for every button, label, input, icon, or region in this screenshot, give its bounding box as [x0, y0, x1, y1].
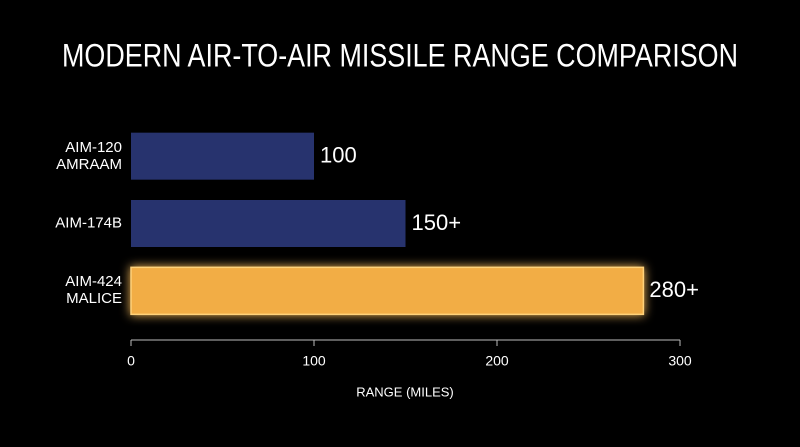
value-label: 280+: [649, 277, 699, 302]
bar: [130, 266, 645, 316]
x-tick-label: 100: [302, 353, 326, 369]
x-tick-label: 300: [668, 353, 692, 369]
x-tick-label: 0: [127, 353, 135, 369]
value-label: 150+: [412, 210, 462, 235]
chart-title: MODERN AIR-TO-AIR MISSILE RANGE COMPARIS…: [62, 37, 738, 73]
y-tick-label: AIM-174B: [55, 214, 122, 232]
bar: [131, 200, 406, 247]
bar: [131, 132, 314, 180]
y-tick-label: AIM-120 AMRAAM: [56, 138, 122, 173]
value-label: 100: [320, 142, 357, 167]
x-tick-label: 200: [485, 353, 509, 369]
x-axis-label: RANGE (MILES): [356, 384, 454, 399]
y-tick-label: AIM-424 MALICE: [65, 273, 122, 308]
